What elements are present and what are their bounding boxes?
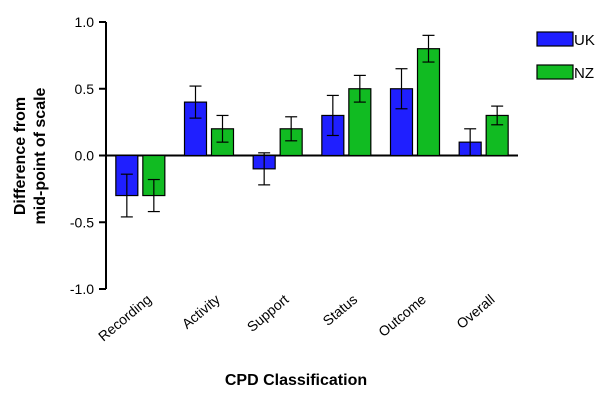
- legend-label-nz: NZ: [574, 65, 594, 82]
- labels: Recording Activity Support Status Outcome Ove…: [95, 291, 498, 344]
- y-axis-title-line: mid-point of scale: [32, 87, 49, 224]
- x-category-label: Support: [244, 291, 292, 335]
- y-tick-label: 1.0: [75, 14, 95, 30]
- legend-label-uk: UK: [574, 32, 595, 49]
- y-tick-label: -1.0: [70, 281, 94, 297]
- x-category-label: Recording: [95, 291, 154, 344]
- bar-nz-outcome: [416, 48, 441, 157]
- x-category-label: Status: [320, 291, 361, 329]
- y-tick-label: 0.5: [75, 81, 95, 97]
- y-tick-label: -0.5: [70, 214, 94, 230]
- y-axis-title: Difference from mid-point of scale: [12, 87, 49, 224]
- x-axis-title: CPD Classification: [225, 372, 367, 389]
- legend: UK NZ: [536, 31, 595, 82]
- legend-swatch-nz: [536, 64, 574, 80]
- y-tick-label: 0.0: [75, 148, 95, 164]
- x-category-label: Overall: [453, 291, 497, 332]
- axes: -1.0 -0.5 0.0 0.5 1.0 Difference from mid-poin…: [12, 14, 518, 297]
- x-category-label: Activity: [179, 291, 223, 332]
- y-axis-title-line: Difference from: [12, 97, 29, 215]
- legend-swatch-uk: [536, 31, 574, 47]
- x-category-label: Outcome: [375, 291, 429, 340]
- bars: [115, 34, 509, 218]
